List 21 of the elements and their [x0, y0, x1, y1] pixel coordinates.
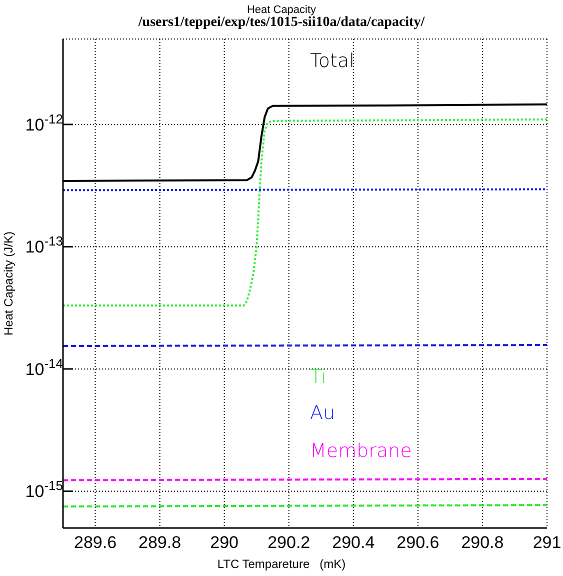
line-series [63, 118, 547, 307]
series-label: Total [310, 50, 354, 72]
chart-title: Heat Capacity [246, 4, 318, 16]
series-label: Membrane [310, 440, 412, 462]
x-tick-label: 290.8 [461, 533, 504, 552]
x-tick-label: 290 [210, 533, 239, 552]
y-tick-label: 10$^{-12}$ [25, 110, 63, 134]
x-tick-label: 290.6 [396, 533, 440, 552]
x-axis-title: LTC Tempareture (mK) [216, 557, 347, 571]
text: Ti [310, 366, 326, 388]
x-tick-label: 291 [532, 533, 562, 552]
x-tick-label: 289.8 [138, 533, 182, 552]
chart-subtitle: /users1/teppei/exp/tes/1015-sii10a/data/capacity/ [137, 15, 426, 31]
y-tick-label: 10$^{-14}$ [25, 355, 63, 379]
x-tick-label: 289.6 [74, 533, 117, 552]
y-tick-label: 10$^{-15}$ [25, 478, 63, 502]
x-tick-label: 290.2 [268, 533, 310, 552]
text: Au [310, 402, 336, 424]
y-axis-title: Heat Capacity (J/K) [1, 231, 16, 336]
y-tick-label: 10$^{-13}$ [25, 233, 63, 257]
x-tick-label: 290.4 [332, 533, 375, 552]
